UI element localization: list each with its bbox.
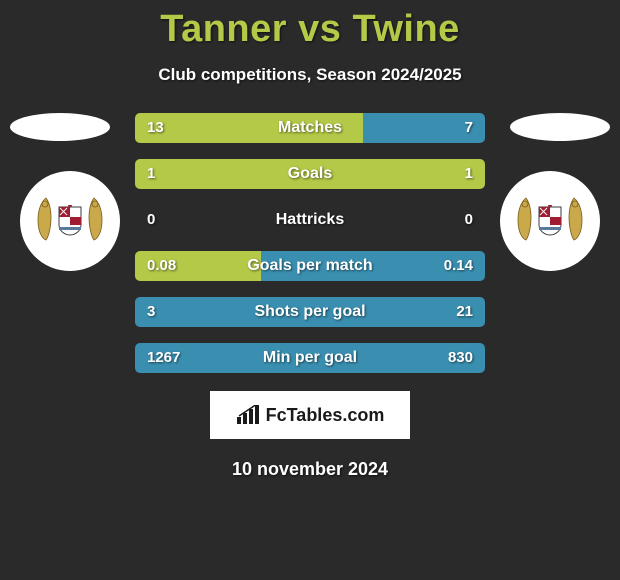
source-logo: FcTables.com (210, 391, 410, 439)
crest-badge (515, 186, 585, 256)
stat-label: Matches (135, 113, 485, 143)
crest-shield-icon (57, 205, 83, 237)
stat-row: Hattricks0 0 (135, 205, 485, 235)
comparison-subtitle: Club competitions, Season 2024/2025 (0, 65, 620, 85)
crest-shield-icon (537, 205, 563, 237)
stat-value-right: 21 (444, 297, 485, 327)
left-club-crest (20, 171, 120, 271)
crest-supporter-left-icon (35, 196, 57, 242)
stat-label: Shots per goal (135, 297, 485, 327)
comparison-content: Matches137Goals11Hattricks00Goals per ma… (0, 113, 620, 480)
stat-row: Goals1 1 (135, 159, 485, 189)
crest-supporter-right-icon (83, 196, 105, 242)
stat-value-right: 7 (453, 113, 485, 143)
stat-value-left: 1267 (135, 343, 192, 373)
stat-label: Goals (135, 159, 485, 189)
stat-value-left: 0 (135, 205, 167, 235)
comparison-date: 10 november 2024 (0, 459, 620, 480)
crest-supporter-left-icon (515, 196, 537, 242)
stat-value-right: 830 (436, 343, 485, 373)
stat-value-right: 0 (453, 205, 485, 235)
left-player-ellipse (10, 113, 110, 141)
stat-row: Matches13 7 (135, 113, 485, 143)
stat-row: Min per goal1267830 (135, 343, 485, 373)
stat-value-right: 1 (453, 159, 485, 189)
bar-chart-icon (236, 405, 262, 425)
right-club-crest (500, 171, 600, 271)
crest-badge (35, 186, 105, 256)
stat-value-left: 0.08 (135, 251, 188, 281)
comparison-title: Tanner vs Twine (0, 0, 620, 51)
stat-bars: Matches137Goals11Hattricks00Goals per ma… (135, 113, 485, 373)
stat-label: Hattricks (135, 205, 485, 235)
source-logo-text: FcTables.com (266, 405, 385, 426)
crest-supporter-right-icon (563, 196, 585, 242)
stat-row: Shots per goal3 21 (135, 297, 485, 327)
stat-value-left: 3 (135, 297, 167, 327)
stat-value-left: 13 (135, 113, 176, 143)
stat-row: Goals per match0.080.14 (135, 251, 485, 281)
stat-value-left: 1 (135, 159, 167, 189)
stat-value-right: 0.14 (432, 251, 485, 281)
right-player-ellipse (510, 113, 610, 141)
